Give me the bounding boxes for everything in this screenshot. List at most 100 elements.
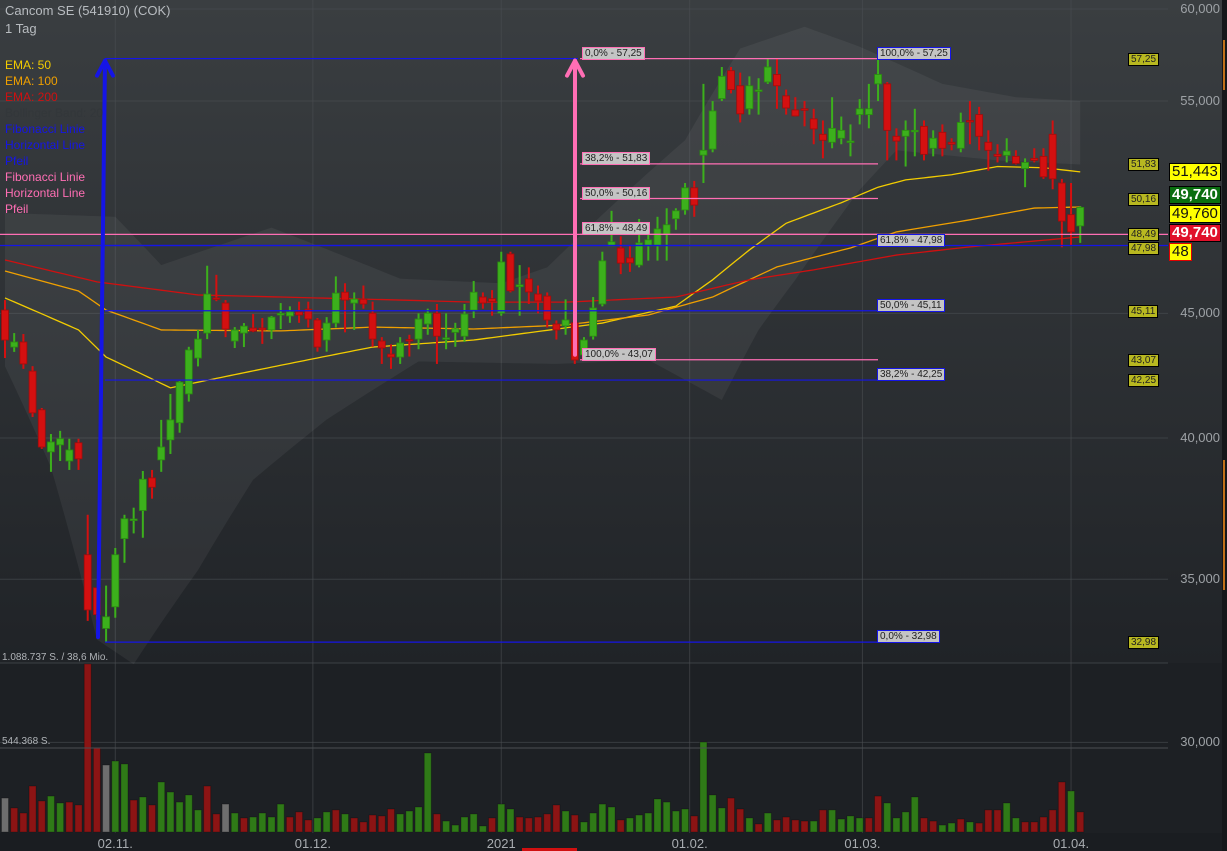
date-tick-label: 01.02. <box>671 836 708 851</box>
volume-bar <box>929 820 938 833</box>
volume-bar <box>120 763 129 833</box>
candle-body <box>203 293 212 334</box>
candle <box>267 315 276 340</box>
candle-body <box>442 337 451 340</box>
candle-body <box>727 70 735 90</box>
arrow-shaft <box>96 58 107 640</box>
legend-item[interactable]: EMA: 100 <box>5 74 58 88</box>
fibonacci-level-label[interactable]: 61,8% - 48,49 <box>582 222 651 236</box>
volume-bar <box>828 809 837 833</box>
volume-bar <box>938 824 947 833</box>
volume-bar <box>534 816 543 833</box>
legend-item[interactable]: Horizontal Line <box>5 186 86 200</box>
volume-bar <box>37 800 46 833</box>
candle-body <box>387 353 395 358</box>
scrollbar-marker[interactable] <box>1223 40 1225 90</box>
candle <box>984 130 993 171</box>
fibonacci-level-label[interactable]: 50,0% - 45,11 <box>877 298 945 312</box>
candle-body <box>543 295 552 321</box>
volume-bar <box>984 809 993 833</box>
fibonacci-level-label[interactable]: 0,0% - 32,98 <box>877 630 940 644</box>
candle-body <box>736 85 745 115</box>
volume-bar <box>175 801 184 833</box>
candle <box>671 208 680 230</box>
candle <box>433 304 441 364</box>
candle <box>331 276 340 328</box>
candle-body <box>975 114 984 137</box>
volume-bar <box>561 810 570 833</box>
scrollbar-marker[interactable] <box>1223 460 1225 590</box>
candle <box>828 97 836 149</box>
candle <box>175 381 184 433</box>
legend-item[interactable]: Bollinger Band: 20 <box>5 106 104 120</box>
candle <box>478 292 487 309</box>
candle <box>975 106 984 151</box>
volume-bar <box>28 785 37 833</box>
volume-bar <box>405 810 414 833</box>
fibonacci-level-label[interactable]: 50,0% - 50,16 <box>582 186 651 200</box>
volume-bar <box>350 817 359 833</box>
candle <box>1048 120 1057 190</box>
volume-bar <box>166 791 175 833</box>
volume-bar <box>359 821 368 833</box>
date-tick-label: 01.03. <box>844 836 881 851</box>
candle-body <box>938 131 947 149</box>
candle <box>194 329 202 367</box>
candle <box>616 236 625 275</box>
scrollbar-track[interactable] <box>1222 0 1227 851</box>
timeframe-label[interactable]: 1 Tag <box>5 21 37 36</box>
candle-body <box>28 370 37 414</box>
legend-item[interactable]: Pfeil <box>5 154 29 168</box>
price-tick-label: 45,000 <box>1180 305 1220 321</box>
fibonacci-level-label[interactable]: 100,0% - 43,07 <box>582 347 656 361</box>
price-tick-label: 55,000 <box>1180 93 1220 109</box>
candle-body <box>405 339 414 342</box>
volume-bar <box>671 810 680 833</box>
candle-body <box>662 224 671 235</box>
candle-body <box>47 441 55 453</box>
legend-item[interactable]: EMA: 200 <box>5 90 58 104</box>
candle-body <box>433 312 441 337</box>
volume-bar <box>625 817 634 833</box>
legend-item[interactable]: Fibonacci Linie <box>5 170 86 184</box>
fibonacci-level-label[interactable]: 38,2% - 51,83 <box>582 151 651 165</box>
volume-bar <box>864 817 873 833</box>
volume-bar <box>635 814 644 833</box>
candle <box>111 547 120 618</box>
legend-item[interactable]: Horizontal Line <box>5 138 86 152</box>
candle <box>341 283 349 333</box>
fibonacci-level-label[interactable]: 0,0% - 57,25 <box>582 46 645 60</box>
volume-bar <box>469 813 478 833</box>
candle <box>377 337 386 364</box>
price-marker-label: 50,16 <box>1128 192 1160 206</box>
candle-body <box>947 141 956 145</box>
legend-item[interactable]: Fibonacci Linie <box>5 122 86 136</box>
range-indicator[interactable] <box>522 848 577 851</box>
volume-bar <box>193 809 202 833</box>
candle <box>230 327 239 349</box>
candle-body <box>534 293 542 302</box>
candle <box>1 300 9 359</box>
volume-bar <box>331 809 340 833</box>
date-axis-background <box>0 833 1227 851</box>
fibonacci-level-label[interactable]: 100,0% - 57,25 <box>877 46 951 60</box>
volume-bar <box>230 812 239 833</box>
volume-bar <box>616 819 625 833</box>
legend-item[interactable]: EMA: 50 <box>5 58 52 72</box>
volume-bar <box>892 817 901 833</box>
candle-body <box>129 518 138 521</box>
fibonacci-level-label[interactable]: 61,8% - 47,98 <box>877 233 946 247</box>
legend-item[interactable]: Pfeil <box>5 202 29 216</box>
candle <box>157 419 166 472</box>
fibonacci-level-label[interactable]: 38,2% - 42,25 <box>877 368 946 382</box>
candle <box>488 290 496 316</box>
candle-body <box>157 446 166 461</box>
candle-body <box>515 284 524 288</box>
candle <box>524 267 533 305</box>
candle-body <box>993 153 1002 157</box>
price-marker-label: 42,25 <box>1128 374 1160 388</box>
candle <box>819 120 827 159</box>
candle-body <box>671 210 680 220</box>
volume-bar <box>148 804 157 833</box>
